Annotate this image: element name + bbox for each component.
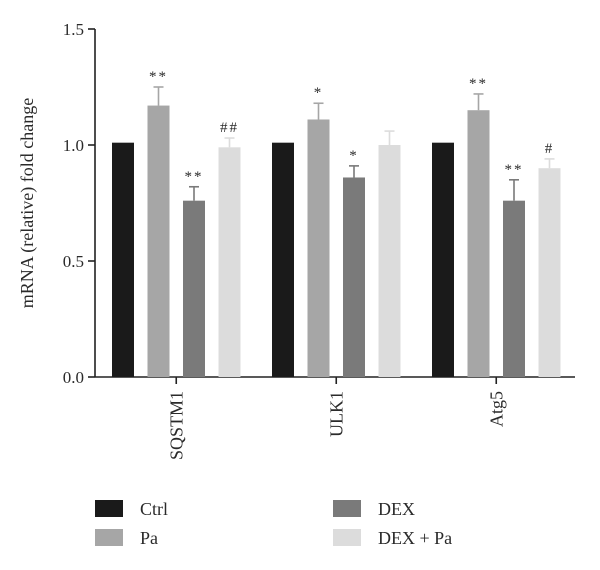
bar-ulk1-pa xyxy=(307,119,330,377)
significance-sqstm1-pa: ** xyxy=(149,69,168,85)
category-label-sqstm1: SQSTM1 xyxy=(166,391,186,460)
y-tick-label: 0.5 xyxy=(63,252,84,271)
legend-label-ctrl: Ctrl xyxy=(140,499,168,519)
bar-sqstm1-pa xyxy=(147,105,170,377)
significance-atg5-pa: ** xyxy=(469,76,488,92)
legend-item-dex-pa: DEX + Pa xyxy=(333,528,452,548)
legend-swatch-ctrl xyxy=(95,500,123,517)
legend-swatch-dex-pa xyxy=(333,529,361,546)
significance-sqstm1-dex: ** xyxy=(185,169,204,185)
axes: 0.0 0.5 1.0 1.5 SQSTM1 ULK1 Atg5 xyxy=(63,20,575,460)
bar-atg5-dex xyxy=(503,200,525,377)
significance-annotations: ****##******# xyxy=(149,69,555,185)
significance-ulk1-pa: * xyxy=(314,85,324,101)
legend-label-pa: Pa xyxy=(140,528,158,548)
category-label-ulk1: ULK1 xyxy=(326,391,346,437)
significance-ulk1-dex: * xyxy=(349,148,359,164)
legend-label-dex-pa: DEX + Pa xyxy=(378,528,452,548)
legend-item-ctrl: Ctrl xyxy=(95,499,168,519)
legend-item-dex: DEX xyxy=(333,499,415,519)
bars xyxy=(112,86,561,377)
y-axis-label: mRNA (relative) fold change xyxy=(17,98,38,308)
legend-swatch-dex xyxy=(333,500,361,517)
bar-atg5-ctrl xyxy=(432,142,454,377)
significance-atg5-dex-pa: # xyxy=(545,141,555,157)
category-label-atg5: Atg5 xyxy=(486,391,506,427)
legend: Ctrl Pa DEX DEX + Pa xyxy=(95,499,452,548)
y-tick-label: 1.5 xyxy=(63,20,84,39)
y-tick-label: 1.0 xyxy=(63,136,84,155)
legend-label-dex: DEX xyxy=(378,499,415,519)
significance-atg5-dex: ** xyxy=(505,162,524,178)
significance-sqstm1-dex-pa: ## xyxy=(220,120,239,136)
legend-item-pa: Pa xyxy=(95,528,158,548)
bar-ulk1-dex-pa xyxy=(378,145,401,377)
bar-ulk1-dex xyxy=(343,177,365,377)
y-tick-label: 0.0 xyxy=(63,368,84,387)
bar-atg5-pa xyxy=(467,110,490,377)
bar-sqstm1-ctrl xyxy=(112,142,134,377)
legend-swatch-pa xyxy=(95,529,123,546)
bar-sqstm1-dex-pa xyxy=(218,147,241,377)
bar-sqstm1-dex xyxy=(183,200,205,377)
bar-atg5-dex-pa xyxy=(538,168,561,377)
bar-ulk1-ctrl xyxy=(272,142,294,377)
